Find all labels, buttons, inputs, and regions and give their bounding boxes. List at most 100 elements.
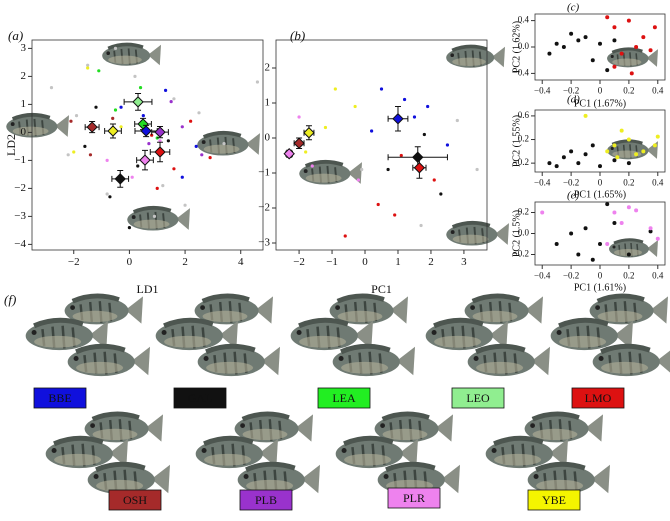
data-point — [343, 234, 347, 238]
data-point — [626, 137, 631, 142]
data-point — [119, 105, 123, 109]
data-point — [127, 226, 132, 230]
plot-frame — [534, 13, 666, 81]
fish-photo — [333, 346, 415, 376]
data-point — [69, 119, 73, 123]
y-tick-label: 0.2 — [518, 134, 529, 144]
x-tick-label: −0.2 — [563, 270, 579, 280]
x-tick-label: 0.4 — [652, 177, 664, 187]
y-tick-label: 0 — [265, 132, 271, 144]
y-tick-label: −2 — [14, 182, 26, 194]
data-point — [641, 35, 646, 40]
data-point — [605, 149, 610, 154]
x-tick-label: −1 — [326, 256, 338, 268]
mean-marker — [293, 137, 305, 149]
data-point — [402, 97, 407, 102]
data-point — [200, 153, 204, 157]
x-tick-label: 0 — [127, 256, 133, 268]
fish-photo — [127, 208, 190, 231]
data-point — [576, 161, 581, 166]
x-tick-label: 0.4 — [652, 270, 664, 280]
data-point — [598, 164, 602, 169]
x-axis-label: LD1 — [137, 282, 159, 296]
fish-photos — [6, 42, 658, 259]
data-point — [310, 164, 314, 168]
data-point — [590, 257, 595, 262]
data-point — [136, 164, 140, 168]
fish-photo — [195, 130, 261, 158]
data-point — [648, 48, 653, 53]
data-point — [455, 118, 459, 123]
y-tick-label: 3 — [21, 42, 27, 54]
data-point — [422, 132, 426, 137]
group-label-box — [173, 387, 227, 409]
data-point — [612, 158, 617, 163]
mean-marker — [132, 96, 144, 108]
x-tick-label: −0.2 — [563, 177, 579, 187]
data-point — [641, 149, 646, 154]
data-point — [626, 18, 631, 23]
x-tick-label: −2 — [293, 256, 305, 268]
data-point — [376, 202, 380, 207]
y-tick-label: 2 — [21, 70, 27, 82]
data-point — [138, 86, 143, 90]
data-point — [652, 143, 657, 148]
fish-photo — [299, 162, 362, 185]
data-point — [72, 150, 76, 154]
plot-frame — [31, 39, 264, 251]
data-point — [379, 87, 384, 91]
panel-label: (c) — [567, 2, 580, 14]
data-point — [576, 252, 581, 257]
data-point — [655, 236, 660, 241]
panel: −0.4 −0.2 0 0.2 0.4 −0.2 0.0 0.2 (e) PC1 (1.61%) P… — [511, 190, 666, 293]
x-tick-label: −2 — [68, 256, 80, 268]
x-tick-label: 1 — [395, 256, 401, 268]
data-point — [652, 25, 657, 30]
data-point — [66, 153, 70, 157]
data-point — [445, 143, 450, 147]
data-point — [612, 38, 617, 43]
data-point — [648, 229, 653, 234]
data-point — [113, 108, 118, 112]
data-point — [130, 175, 134, 179]
data-point — [180, 175, 184, 179]
y-tick-label: −1 — [14, 154, 26, 166]
x-tick-label: 0 — [598, 177, 603, 187]
data-point — [297, 115, 301, 119]
mean-marker — [154, 126, 166, 138]
y-tick-label: −0.2 — [513, 249, 529, 259]
y-tick-label: 0.0 — [518, 41, 530, 51]
data-point — [598, 41, 602, 46]
data-point — [561, 155, 566, 160]
x-tick-label: −0.4 — [534, 85, 551, 95]
group-label-box — [108, 489, 162, 511]
data-point — [547, 51, 552, 56]
data-point — [208, 156, 212, 160]
data-point — [583, 35, 588, 40]
y-tick-label: −3 — [14, 210, 26, 222]
group-label-box — [33, 387, 87, 409]
mean-marker — [154, 146, 166, 158]
data-point — [113, 46, 118, 51]
data-point — [105, 158, 109, 162]
data-point — [583, 113, 588, 118]
fish-photo — [444, 220, 510, 248]
data-point — [612, 25, 617, 30]
group-label: PLB — [255, 493, 277, 507]
data-point — [626, 252, 631, 257]
data-point — [634, 45, 639, 49]
data-point — [323, 125, 328, 130]
data-point — [83, 144, 87, 148]
data-point — [432, 178, 436, 182]
data-point — [619, 128, 624, 133]
y-axis-label: LD2 — [4, 134, 18, 156]
data-point — [590, 58, 595, 63]
x-tick-label: 3 — [461, 256, 467, 268]
group-label: BBE — [48, 391, 71, 405]
data-point — [155, 186, 159, 190]
fish-photo — [608, 238, 658, 259]
x-axis-label: PC1 (1.61%) — [574, 282, 626, 293]
data-point — [569, 149, 574, 154]
data-point — [356, 178, 361, 182]
mean-marker — [140, 125, 152, 137]
